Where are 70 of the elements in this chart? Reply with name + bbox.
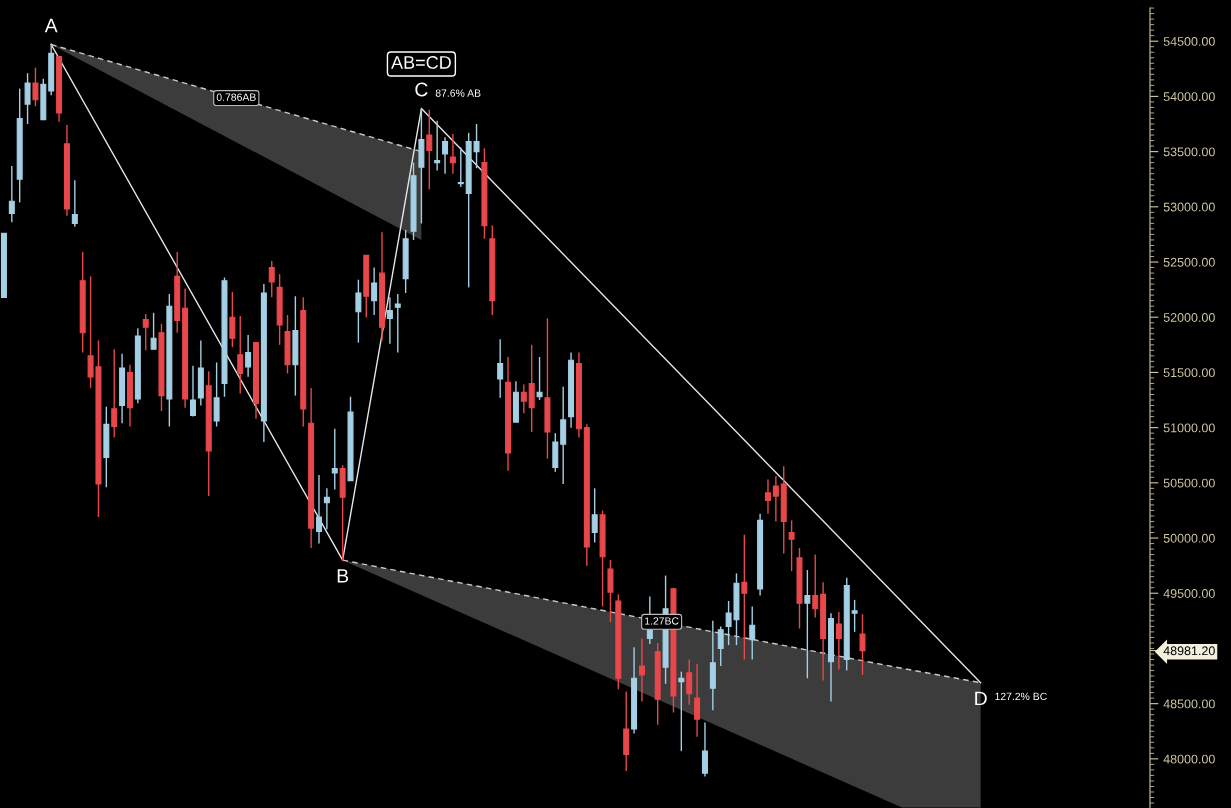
y-tick-label: 53500.00 — [1163, 147, 1215, 157]
y-tick-label: 48500.00 — [1163, 699, 1215, 709]
candlestick — [859, 613, 866, 676]
annotation: B — [337, 569, 349, 583]
candlestick — [749, 605, 756, 661]
y-tick-label: 52500.00 — [1163, 257, 1215, 267]
candlestick — [394, 293, 401, 354]
candlestick — [371, 266, 378, 316]
annotation: D — [975, 691, 987, 706]
candlestick — [142, 313, 149, 352]
y-tick-label: 54000.00 — [1163, 92, 1215, 102]
y-tick-label: 51500.00 — [1163, 368, 1215, 378]
candlestick — [520, 383, 527, 414]
candlestick — [804, 569, 811, 679]
y-tick-label: 52000.00 — [1163, 313, 1215, 322]
y-tick-label: 48981.20 — [1163, 646, 1215, 656]
candlestick — [8, 165, 15, 223]
candlestick — [213, 361, 220, 428]
candlestick — [686, 658, 693, 706]
candlestick — [764, 478, 771, 515]
candlestick — [717, 625, 724, 667]
candlestick — [434, 120, 441, 172]
line-series — [50, 43, 982, 684]
candlestick — [638, 637, 645, 703]
y-tick-label: 50500.00 — [1163, 478, 1215, 488]
candlestick — [323, 487, 330, 530]
candlestick — [678, 670, 685, 752]
annotation: AB=CD — [391, 56, 451, 69]
y-tick-label: 49500.00 — [1163, 589, 1215, 598]
y-tick-label: 54500.00 — [1163, 37, 1215, 46]
candlestick — [24, 72, 31, 125]
candlestick — [457, 146, 464, 188]
candlestick — [245, 334, 252, 378]
annotation: 1.27BC — [645, 617, 679, 625]
y-tick-label: 50000.00 — [1163, 533, 1215, 543]
candlestick — [741, 534, 748, 661]
candlestick — [788, 519, 795, 572]
candlestick — [237, 315, 244, 395]
annotation: 127.2% BC — [995, 692, 1047, 701]
candlestick — [316, 474, 323, 545]
candlestick — [386, 296, 393, 345]
candlestick — [331, 428, 338, 491]
candlestick — [442, 136, 449, 175]
annotation: 0.786AB — [216, 93, 256, 101]
candlestick — [851, 599, 858, 633]
candlestick — [71, 179, 78, 228]
candlestick — [812, 553, 819, 619]
candlestick — [536, 356, 543, 401]
candlestick — [426, 108, 433, 190]
candlestick — [497, 338, 504, 399]
candlestick — [229, 291, 236, 348]
annotation: 87.6% AB — [435, 89, 481, 97]
candlestick — [835, 611, 842, 671]
annotation: A — [44, 18, 58, 33]
candlestick — [189, 365, 196, 418]
candlestick — [772, 475, 779, 523]
y-tick-label: 48000.00 — [1163, 754, 1215, 764]
annotation: C — [415, 82, 428, 97]
candlestick — [591, 487, 598, 544]
candlestick — [111, 348, 118, 439]
candlestick — [701, 721, 708, 778]
y-tick-label: 51000.00 — [1163, 423, 1215, 433]
candlestick — [694, 663, 701, 738]
y-tick-label: 53000.00 — [1163, 202, 1215, 212]
candlestick — [268, 260, 275, 299]
candlestick — [32, 67, 39, 108]
candlestick — [355, 278, 362, 344]
candlestick — [449, 133, 456, 175]
candlestick — [607, 559, 614, 623]
candlestick — [150, 312, 157, 350]
